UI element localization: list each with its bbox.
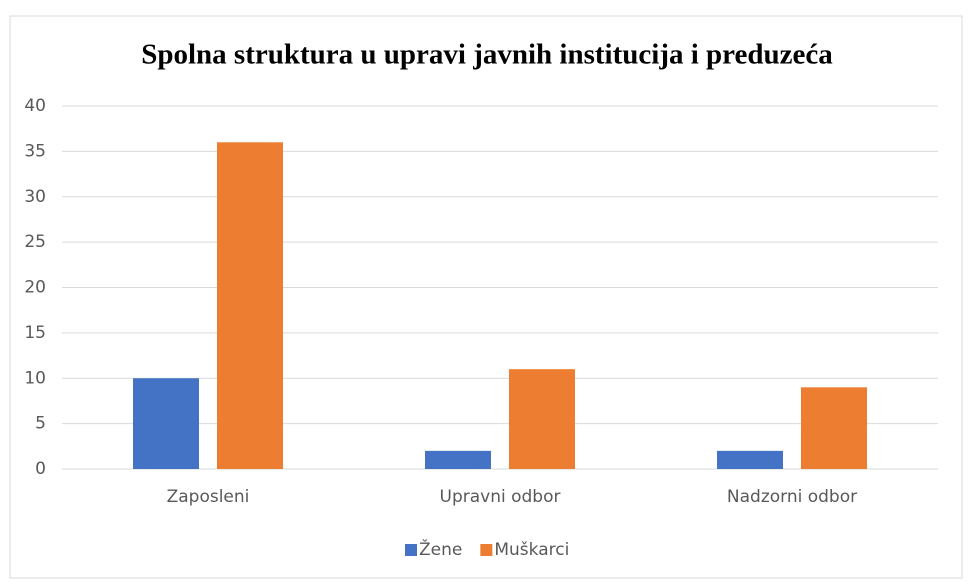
bar bbox=[717, 450, 783, 469]
y-tick-label: 25 bbox=[24, 232, 46, 252]
legend-label: Žene bbox=[419, 538, 462, 560]
y-tick-label: 5 bbox=[35, 414, 46, 434]
y-tick-label: 40 bbox=[24, 96, 46, 116]
y-tick-label: 20 bbox=[24, 278, 46, 298]
chart-title: Spolna struktura u upravi javnih institu… bbox=[141, 39, 833, 71]
y-tick-label: 30 bbox=[24, 187, 46, 207]
y-tick-label: 10 bbox=[24, 368, 46, 388]
y-tick-label: 35 bbox=[24, 141, 46, 161]
legend-swatch bbox=[480, 544, 493, 556]
y-tick-label: 0 bbox=[35, 459, 46, 479]
x-tick-label: Zaposleni bbox=[167, 487, 250, 507]
bar bbox=[133, 378, 199, 469]
bar bbox=[509, 369, 575, 469]
chart-frame bbox=[9, 15, 963, 579]
bar bbox=[425, 450, 491, 469]
legend-swatch bbox=[405, 544, 417, 556]
x-tick-label: Upravni odbor bbox=[440, 487, 561, 507]
x-tick-label: Nadzorni odbor bbox=[727, 487, 857, 507]
legend-label: Muškarci bbox=[494, 540, 569, 560]
y-tick-label: 15 bbox=[24, 323, 46, 343]
bar bbox=[801, 387, 867, 469]
bar bbox=[217, 142, 283, 470]
